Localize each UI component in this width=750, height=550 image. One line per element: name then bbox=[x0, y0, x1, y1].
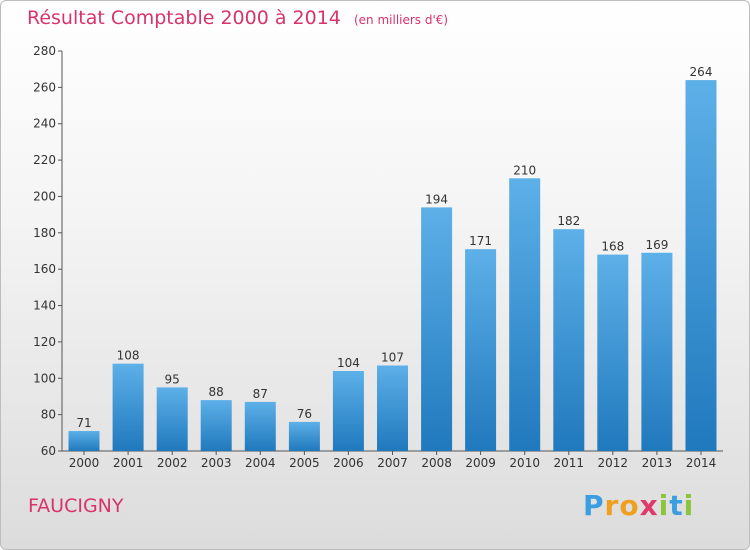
x-tick-label: 2006 bbox=[333, 456, 364, 470]
x-tick-label: 2010 bbox=[509, 456, 540, 470]
bar bbox=[685, 80, 717, 451]
bar-value-label: 194 bbox=[425, 192, 448, 206]
x-tick-label: 2011 bbox=[554, 456, 585, 470]
bar-value-label: 107 bbox=[381, 351, 404, 365]
logo-letter: i bbox=[683, 489, 695, 522]
bar-value-label: 168 bbox=[601, 240, 624, 254]
logo-letter: i bbox=[658, 489, 670, 522]
logo-letter: x bbox=[639, 489, 659, 522]
y-tick-label: 120 bbox=[33, 335, 56, 349]
logo-letter: r bbox=[604, 489, 620, 522]
y-tick-label: 240 bbox=[33, 117, 56, 131]
y-tick-label: 100 bbox=[33, 371, 56, 385]
x-tick-label: 2003 bbox=[201, 456, 232, 470]
bar bbox=[421, 207, 453, 451]
y-tick-label: 260 bbox=[33, 80, 56, 94]
bar-value-label: 104 bbox=[337, 356, 360, 370]
bar-value-label: 76 bbox=[297, 407, 312, 421]
bar-value-label: 182 bbox=[557, 214, 580, 228]
y-tick-label: 160 bbox=[33, 262, 56, 276]
bar bbox=[509, 178, 541, 452]
bar bbox=[553, 229, 585, 451]
bar bbox=[200, 400, 232, 451]
x-tick-label: 2001 bbox=[113, 456, 144, 470]
x-tick-label: 2013 bbox=[642, 456, 673, 470]
x-tick-label: 2004 bbox=[245, 456, 276, 470]
y-tick-label: 280 bbox=[33, 44, 56, 58]
x-tick-label: 2012 bbox=[598, 456, 629, 470]
bar bbox=[244, 401, 276, 451]
bar-value-label: 108 bbox=[117, 349, 140, 363]
y-tick-label: 220 bbox=[33, 153, 56, 167]
x-tick-label: 2000 bbox=[69, 456, 100, 470]
chart-title-block: Résultat Comptable 2000 à 2014 (en milli… bbox=[27, 7, 448, 29]
logo-letter: P bbox=[583, 489, 605, 522]
bar bbox=[465, 249, 497, 451]
bar-value-label: 71 bbox=[76, 416, 91, 430]
bar-value-label: 264 bbox=[690, 65, 713, 79]
bar-value-label: 87 bbox=[253, 387, 268, 401]
x-tick-label: 2002 bbox=[157, 456, 188, 470]
chart-title: Résultat Comptable 2000 à 2014 bbox=[27, 7, 341, 29]
y-tick-label: 140 bbox=[33, 299, 56, 313]
proxiti-logo: Proxiti bbox=[583, 489, 694, 522]
x-tick-label: 2007 bbox=[377, 456, 408, 470]
bar-value-label: 169 bbox=[645, 238, 668, 252]
bar bbox=[377, 365, 408, 451]
bar-value-label: 95 bbox=[165, 372, 180, 386]
logo-letter: o bbox=[619, 489, 640, 522]
bar bbox=[641, 252, 673, 451]
x-tick-label: 2009 bbox=[465, 456, 496, 470]
x-tick-label: 2014 bbox=[686, 456, 717, 470]
bar-value-label: 88 bbox=[209, 385, 224, 399]
y-tick-label: 200 bbox=[33, 189, 56, 203]
x-tick-label: 2005 bbox=[289, 456, 320, 470]
logo-letter: t bbox=[669, 489, 684, 522]
bar bbox=[288, 421, 320, 451]
y-tick-label: 80 bbox=[41, 408, 56, 422]
bar-value-label: 171 bbox=[469, 234, 492, 248]
bar bbox=[332, 371, 364, 451]
bar bbox=[597, 254, 629, 451]
y-tick-label: 180 bbox=[33, 226, 56, 240]
commune-name: FAUCIGNY bbox=[28, 495, 124, 517]
bar bbox=[112, 363, 144, 451]
bar-value-label: 210 bbox=[513, 163, 536, 177]
bar bbox=[68, 431, 100, 451]
bar bbox=[156, 387, 188, 451]
chart-subtitle: (en milliers d'€) bbox=[353, 13, 449, 27]
x-tick-label: 2008 bbox=[421, 456, 452, 470]
y-tick-label: 60 bbox=[41, 444, 56, 458]
